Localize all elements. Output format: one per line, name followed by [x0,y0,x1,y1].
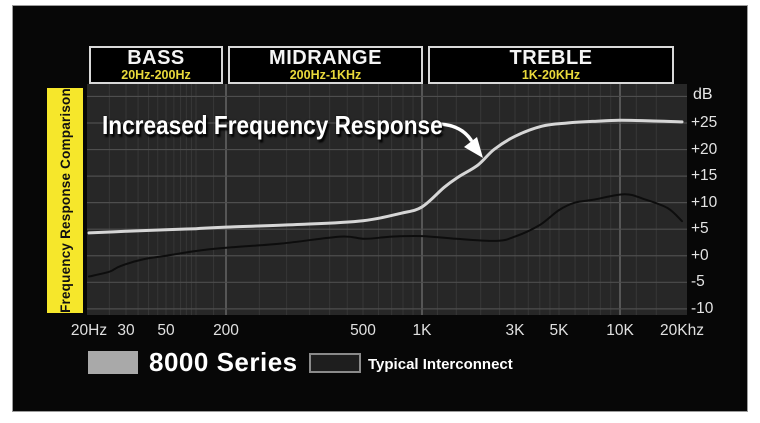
x-tick-label: 5K [549,322,569,339]
legend-label-typical-interconnect: Typical Interconnect [368,356,513,373]
curve-typical-interconnect [88,193,683,278]
legend-swatch-typical-interconnect [309,353,361,373]
y-tick-label: +10 [691,193,718,211]
x-tick-label: 3K [505,322,525,339]
side-label-strip: Frequency Response Comparison [47,88,83,313]
annotation-arrow-head [464,137,483,158]
band-title-midrange: MIDRANGE [269,47,382,69]
x-tick-label: 50 [157,322,175,339]
band-range-bass: 20Hz-200Hz [121,68,191,82]
plot-svg [87,84,687,315]
x-tick-label: 30 [117,322,135,339]
band-box-treble: TREBLE 1K-20KHz [428,46,674,84]
legend-swatch-8000-series [88,351,138,374]
curve-8000-series [87,118,684,235]
y-tick-label: +5 [691,220,709,238]
y-tick-label: +25 [691,114,718,131]
x-tick-label: 500 [350,322,376,339]
y-tick-label: +15 [691,167,718,185]
annotation-arrow-shaft [437,122,473,142]
y-tick-label: -5 [691,273,705,291]
x-tick-label: 200 [213,322,239,339]
y-tick-label: -10 [691,299,714,317]
chart-board: BASS 20Hz-200Hz MIDRANGE 200Hz-1KHz TREB… [12,5,748,412]
band-box-midrange: MIDRANGE 200Hz-1KHz [228,46,423,84]
annotation-text: Increased Frequency Response [102,110,443,140]
y-tick-label: +20 [691,140,718,158]
x-tick-label: 1K [412,322,432,339]
plot-area [87,84,687,315]
band-title-treble: TREBLE [509,47,593,69]
band-range-midrange: 200Hz-1KHz [289,68,362,82]
band-title-bass: BASS [127,47,185,69]
y-tick-label: +0 [691,246,709,264]
y-axis-unit: dB [693,86,713,103]
x-tick-label: 20Hz [70,322,108,339]
x-tick-label: 20Khz [660,322,704,339]
band-box-bass: BASS 20Hz-200Hz [89,46,223,84]
side-label: Frequency Response Comparison [57,88,73,313]
x-tick-label: 10K [606,322,634,339]
band-range-treble: 1K-20KHz [521,68,581,82]
legend-label-8000-series: 8000 Series [149,347,298,377]
